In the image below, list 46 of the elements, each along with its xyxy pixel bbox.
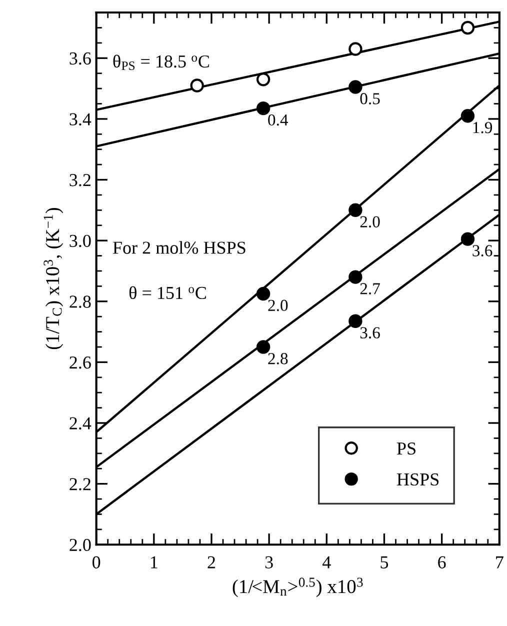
- y-tick-label: 3.6: [70, 52, 91, 65]
- point: [348, 203, 362, 218]
- annotation: 2.0: [268, 300, 288, 312]
- annotation: 0.5: [360, 93, 380, 104]
- y-tick-label: 3.2: [70, 174, 90, 186]
- annotation: For 2 mol% HSPS: [112, 241, 246, 254]
- x-tick-label: 0: [92, 556, 100, 568]
- point: [348, 80, 362, 94]
- x-tick-label: 7: [496, 556, 504, 568]
- point: [460, 232, 475, 246]
- x-tick-label: 6: [438, 556, 446, 568]
- annotation: 3.6: [360, 327, 380, 338]
- point: [256, 340, 270, 354]
- legend-label: HSPS: [397, 473, 439, 486]
- annotation: 2.7: [360, 283, 380, 294]
- y-tick-label: 3.0: [70, 234, 91, 248]
- annotation: 0.4: [268, 114, 288, 126]
- x-tick-label: 4: [322, 556, 331, 568]
- y-axis-title: (1/T$_{C}$) x10$^{3}$, (K$^{−1}$): [44, 208, 64, 350]
- point: [190, 78, 204, 92]
- y-tick-label: 2.8: [70, 296, 91, 308]
- legend-label: PS: [397, 442, 416, 455]
- point: [256, 286, 270, 301]
- x-tick-label: 3: [265, 556, 273, 568]
- annotation: θ = 151 $^{o}$C: [129, 286, 206, 300]
- x-tick-label: 2: [208, 556, 216, 568]
- annotation: 2.8: [268, 353, 288, 364]
- y-tick-label: 2.4: [70, 417, 92, 430]
- annotation: 1.9: [473, 122, 492, 134]
- point: [256, 101, 270, 116]
- x-axis-title: (1/<M$_{n}$>$^{0.5}$) x10$^{3}$: [232, 578, 363, 598]
- x-tick-label: 1: [150, 556, 158, 568]
- annotation: 3.6: [472, 245, 492, 256]
- point: [460, 109, 475, 123]
- y-tick-label: 2.0: [70, 538, 91, 552]
- y-tick-label: 3.4: [70, 113, 92, 126]
- x-tick-label: 5: [380, 556, 388, 568]
- point: [348, 42, 362, 56]
- point: [348, 314, 362, 328]
- y-tick-label: 2.2: [70, 478, 90, 490]
- point: [348, 270, 362, 284]
- y-tick-label: 2.6: [70, 356, 91, 369]
- annotation: 2.0: [360, 216, 380, 228]
- annotation: θ$_{PS}$ = 18.5 $^{o}$C: [113, 54, 209, 70]
- point: [256, 72, 270, 86]
- point: [460, 20, 475, 35]
